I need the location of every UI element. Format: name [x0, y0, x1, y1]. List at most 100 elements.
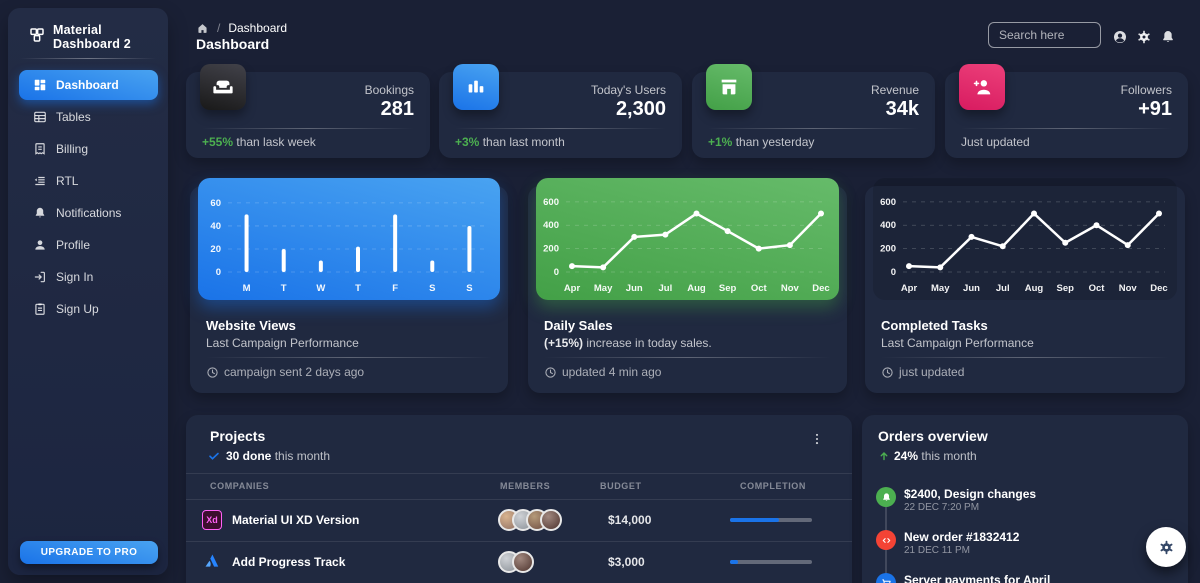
stat-label: Revenue: [870, 83, 919, 97]
divider: [186, 541, 852, 542]
settings-icon[interactable]: [1136, 29, 1152, 45]
svg-text:0: 0: [216, 267, 221, 278]
svg-text:400: 400: [880, 220, 896, 231]
svg-text:Jun: Jun: [963, 283, 980, 294]
upgrade-to-pro-button[interactable]: UPGRADE TO PRO: [20, 541, 158, 564]
svg-text:Nov: Nov: [1119, 283, 1138, 294]
cart-icon: [876, 573, 896, 583]
svg-text:F: F: [392, 283, 398, 294]
code-icon: [876, 530, 896, 550]
sidebar-item-profile[interactable]: Profile: [19, 230, 158, 260]
brand-logo-icon: [29, 27, 45, 48]
rtl-icon: [33, 174, 47, 188]
brand-name: Material Dashboard 2: [53, 23, 131, 51]
svg-text:Dec: Dec: [1150, 283, 1167, 294]
column-header-budget: BUDGET: [600, 481, 642, 491]
divider: [881, 357, 1169, 358]
svg-text:T: T: [355, 283, 361, 294]
website-views-chart: 0 20 40 60 M T W T F S S: [198, 178, 500, 300]
chart-subtitle: Last Campaign Performance: [881, 336, 1034, 350]
svg-text:S: S: [429, 283, 435, 294]
sidebar: Material Dashboard 2 Dashboard Tables Bi…: [8, 8, 168, 575]
sidebar-item-tables[interactable]: Tables: [19, 102, 158, 132]
sidebar-item-sign-up[interactable]: Sign Up: [19, 294, 158, 324]
stat-value: 2,300: [615, 98, 666, 120]
weekend-icon: [200, 64, 246, 110]
chart-subtitle: (+15%) increase in today sales.: [544, 336, 712, 350]
svg-text:0: 0: [554, 267, 559, 278]
svg-text:200: 200: [880, 244, 896, 255]
stat-card-todays-users: Today's Users 2,300 +3% than last month: [439, 64, 682, 158]
timeline-item-title: Server payments for April: [904, 573, 1051, 583]
divider: [202, 128, 414, 129]
brand[interactable]: Material Dashboard 2: [29, 23, 168, 51]
svg-text:40: 40: [210, 221, 221, 232]
company-name: Material UI XD Version: [232, 513, 360, 527]
stat-card-revenue: Revenue 34k +1% than yesterday: [692, 64, 935, 158]
person-icon: [33, 238, 47, 252]
chart-subtitle: Last Campaign Performance: [206, 336, 359, 350]
projects-card: Projects 30 done this month COMPANIES ME…: [186, 415, 852, 583]
person-add-icon: [959, 64, 1005, 110]
stat-card-followers: Followers +91 Just updated: [945, 64, 1188, 158]
budget-value: $14,000: [608, 513, 652, 527]
breadcrumb-current[interactable]: Dashboard: [228, 21, 288, 35]
projects-done-summary: 30 done this month: [208, 449, 330, 463]
svg-text:T: T: [281, 283, 287, 294]
chart-title: Website Views: [206, 318, 296, 333]
timeline-item-title: $2400, Design changes: [904, 487, 1037, 501]
stat-value: 281: [380, 98, 414, 120]
svg-text:Dec: Dec: [812, 283, 829, 294]
sidebar-item-sign-in[interactable]: Sign In: [19, 262, 158, 292]
chart-title: Daily Sales: [544, 318, 613, 333]
avatar[interactable]: [512, 551, 534, 573]
chart-footer: campaign sent 2 days ago: [206, 365, 364, 379]
avatar[interactable]: [540, 509, 562, 531]
orders-overview-card: Orders overview 24% this month $2400, De…: [862, 415, 1188, 583]
bell-icon: [876, 487, 896, 507]
stat-footer: +3% than last month: [455, 135, 565, 149]
clock-icon: [544, 366, 557, 379]
settings-fab[interactable]: [1146, 527, 1186, 567]
sidebar-item-billing[interactable]: Billing: [19, 134, 158, 164]
svg-text:May: May: [931, 283, 950, 294]
completion-progress-bar: [730, 518, 812, 522]
account-icon[interactable]: [1112, 29, 1128, 45]
svg-text:May: May: [594, 283, 613, 294]
bell-icon[interactable]: [1160, 29, 1176, 45]
budget-value: $3,000: [608, 555, 645, 569]
sidebar-item-dashboard[interactable]: Dashboard: [19, 70, 158, 100]
sidebar-item-rtl[interactable]: RTL: [19, 166, 158, 196]
stat-value: 34k: [885, 98, 919, 120]
svg-text:Apr: Apr: [564, 283, 581, 294]
arrow-up-icon: [878, 450, 890, 462]
dashboard-icon: [33, 78, 47, 92]
atlassian-logo: [202, 552, 222, 572]
breadcrumb-separator: /: [217, 21, 221, 35]
table-row: Add Progress Track $3,000: [186, 541, 852, 583]
bell-icon: [33, 206, 47, 220]
svg-text:600: 600: [880, 197, 896, 208]
more-vert-icon[interactable]: [810, 431, 824, 447]
svg-text:Aug: Aug: [1025, 283, 1044, 294]
home-icon[interactable]: [196, 22, 209, 35]
stat-label: Bookings: [364, 83, 414, 97]
clock-icon: [206, 366, 219, 379]
timeline-item-time: 22 DEC 7:20 PM: [904, 502, 980, 513]
search-input[interactable]: [988, 22, 1101, 48]
receipt-icon: [33, 142, 47, 156]
svg-text:S: S: [466, 283, 472, 294]
stat-label: Today's Users: [591, 83, 666, 97]
svg-text:Jul: Jul: [659, 283, 673, 294]
stat-footer: +1% than yesterday: [708, 135, 815, 149]
svg-text:200: 200: [543, 244, 559, 255]
svg-text:Sep: Sep: [1057, 283, 1075, 294]
assignment-icon: [33, 302, 47, 316]
svg-text:Oct: Oct: [751, 283, 768, 294]
daily-sales-card: 0 200 400 600 Apr May Jun Jul Aug Sep Oct Nov Dec Da…: [528, 178, 847, 393]
svg-text:60: 60: [210, 198, 221, 209]
table-icon: [33, 110, 47, 124]
sidebar-item-notifications[interactable]: Notifications: [19, 198, 158, 228]
projects-title: Projects: [210, 428, 266, 444]
table-row: Xd Material UI XD Version $14,000: [186, 499, 852, 541]
